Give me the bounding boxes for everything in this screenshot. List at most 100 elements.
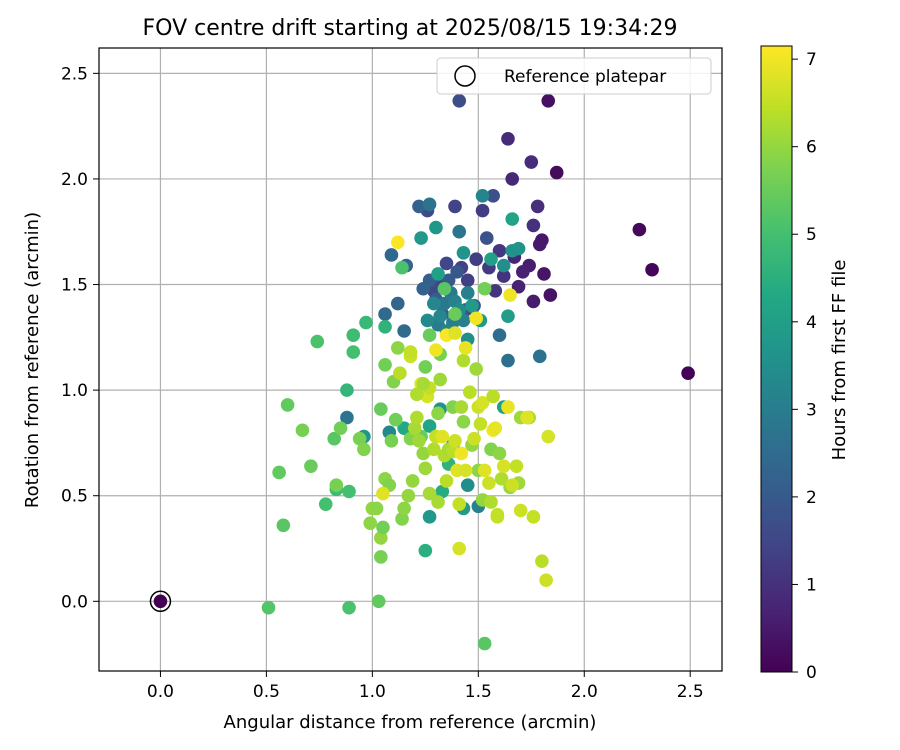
data-point [429, 220, 443, 235]
data-point [454, 400, 469, 414]
data-point [460, 478, 475, 492]
y-tick-label: 1.5 [61, 276, 88, 296]
x-tick-label: 1.5 [465, 682, 492, 702]
colorbar-tick-label: 4 [806, 313, 817, 333]
x-axis-label: Angular distance from reference (arcmin) [224, 712, 597, 733]
data-point [511, 241, 526, 256]
data-point [475, 189, 490, 203]
colorbar: 0 1 2 3 4 5 6 7 Hours from first FF file [760, 45, 850, 683]
data-point [511, 279, 526, 294]
data-point [437, 296, 452, 311]
data-point [501, 309, 515, 324]
data-point [509, 459, 524, 473]
data-point [541, 93, 556, 108]
data-point [475, 395, 490, 410]
legend-reference-marker [454, 65, 476, 87]
data-point [486, 189, 500, 203]
data-point [475, 203, 490, 218]
data-point [524, 155, 539, 169]
data-point [416, 446, 431, 461]
data-point [477, 636, 492, 651]
data-point [490, 510, 505, 524]
data-point [494, 472, 509, 486]
colorbar-label: Hours from first FF file [829, 260, 850, 461]
data-point [469, 311, 483, 326]
y-axis-ticks: 0.0 0.5 1.0 1.5 2.0 2.5 [61, 64, 99, 612]
data-point [505, 172, 520, 186]
data-point [448, 307, 462, 321]
data-point [390, 235, 405, 250]
data-point [484, 495, 498, 509]
data-point [376, 486, 390, 501]
data-point [359, 315, 373, 330]
data-point [496, 459, 511, 473]
data-point [261, 600, 276, 615]
data-point [549, 165, 564, 180]
data-point [422, 197, 437, 212]
data-points [261, 93, 695, 651]
data-point [280, 398, 295, 412]
data-point [541, 429, 556, 444]
data-point [482, 476, 496, 490]
x-tick-label: 1.0 [359, 682, 386, 702]
data-point [327, 431, 342, 446]
data-point [433, 372, 447, 387]
data-point [418, 461, 433, 476]
data-point [532, 237, 547, 252]
data-point [390, 296, 405, 311]
reference-ring [149, 590, 172, 613]
data-point [369, 501, 384, 516]
data-point [384, 434, 399, 448]
data-point [295, 423, 310, 438]
colorbar-ticks: 0 1 2 3 4 5 6 7 [792, 50, 817, 683]
data-point [363, 516, 378, 530]
data-point [401, 488, 416, 503]
data-point [431, 406, 445, 421]
data-point [488, 421, 503, 435]
data-point [492, 328, 507, 343]
data-point [333, 421, 348, 435]
data-point [410, 410, 424, 425]
data-point [429, 343, 443, 357]
colorbar-tick-label: 7 [806, 50, 817, 70]
data-point [397, 324, 411, 338]
data-point [272, 465, 286, 480]
x-gridlines [159, 48, 691, 671]
data-point [357, 442, 371, 457]
colorbar-tick-label: 5 [806, 225, 817, 245]
chart-title: FOV centre drift starting at 2025/08/15 … [143, 16, 678, 41]
data-point [422, 510, 437, 524]
colorbar-gradient [760, 45, 793, 673]
data-point [539, 573, 553, 587]
y-tick-label: 1.0 [61, 381, 88, 401]
data-point [452, 541, 467, 556]
data-point [501, 400, 515, 414]
y-axis-label: Rotation from reference (arcmin) [22, 212, 43, 508]
x-axis-ticks: 0.0 0.5 1.0 1.5 2.0 2.5 [147, 671, 704, 702]
colorbar-tick-label: 1 [806, 575, 817, 595]
data-point [374, 550, 388, 564]
data-point [456, 246, 471, 260]
data-point [477, 281, 492, 296]
data-point [420, 313, 435, 328]
data-point [463, 385, 477, 400]
reference-platepar-marker [149, 590, 172, 613]
legend-entry-reference: Reference platepar [504, 67, 666, 87]
data-point [397, 501, 411, 516]
data-point [526, 294, 541, 309]
data-point [342, 600, 356, 615]
data-point [513, 503, 528, 518]
data-point [433, 309, 447, 324]
data-point [374, 531, 388, 545]
data-point [537, 267, 551, 281]
data-point [378, 307, 392, 321]
data-point [371, 594, 386, 609]
x-tick-label: 0.5 [253, 682, 280, 702]
data-point [452, 93, 467, 108]
data-point [374, 402, 388, 416]
y-gridlines [99, 72, 722, 602]
data-point [526, 510, 541, 524]
data-point [456, 415, 471, 429]
data-point [492, 446, 507, 461]
